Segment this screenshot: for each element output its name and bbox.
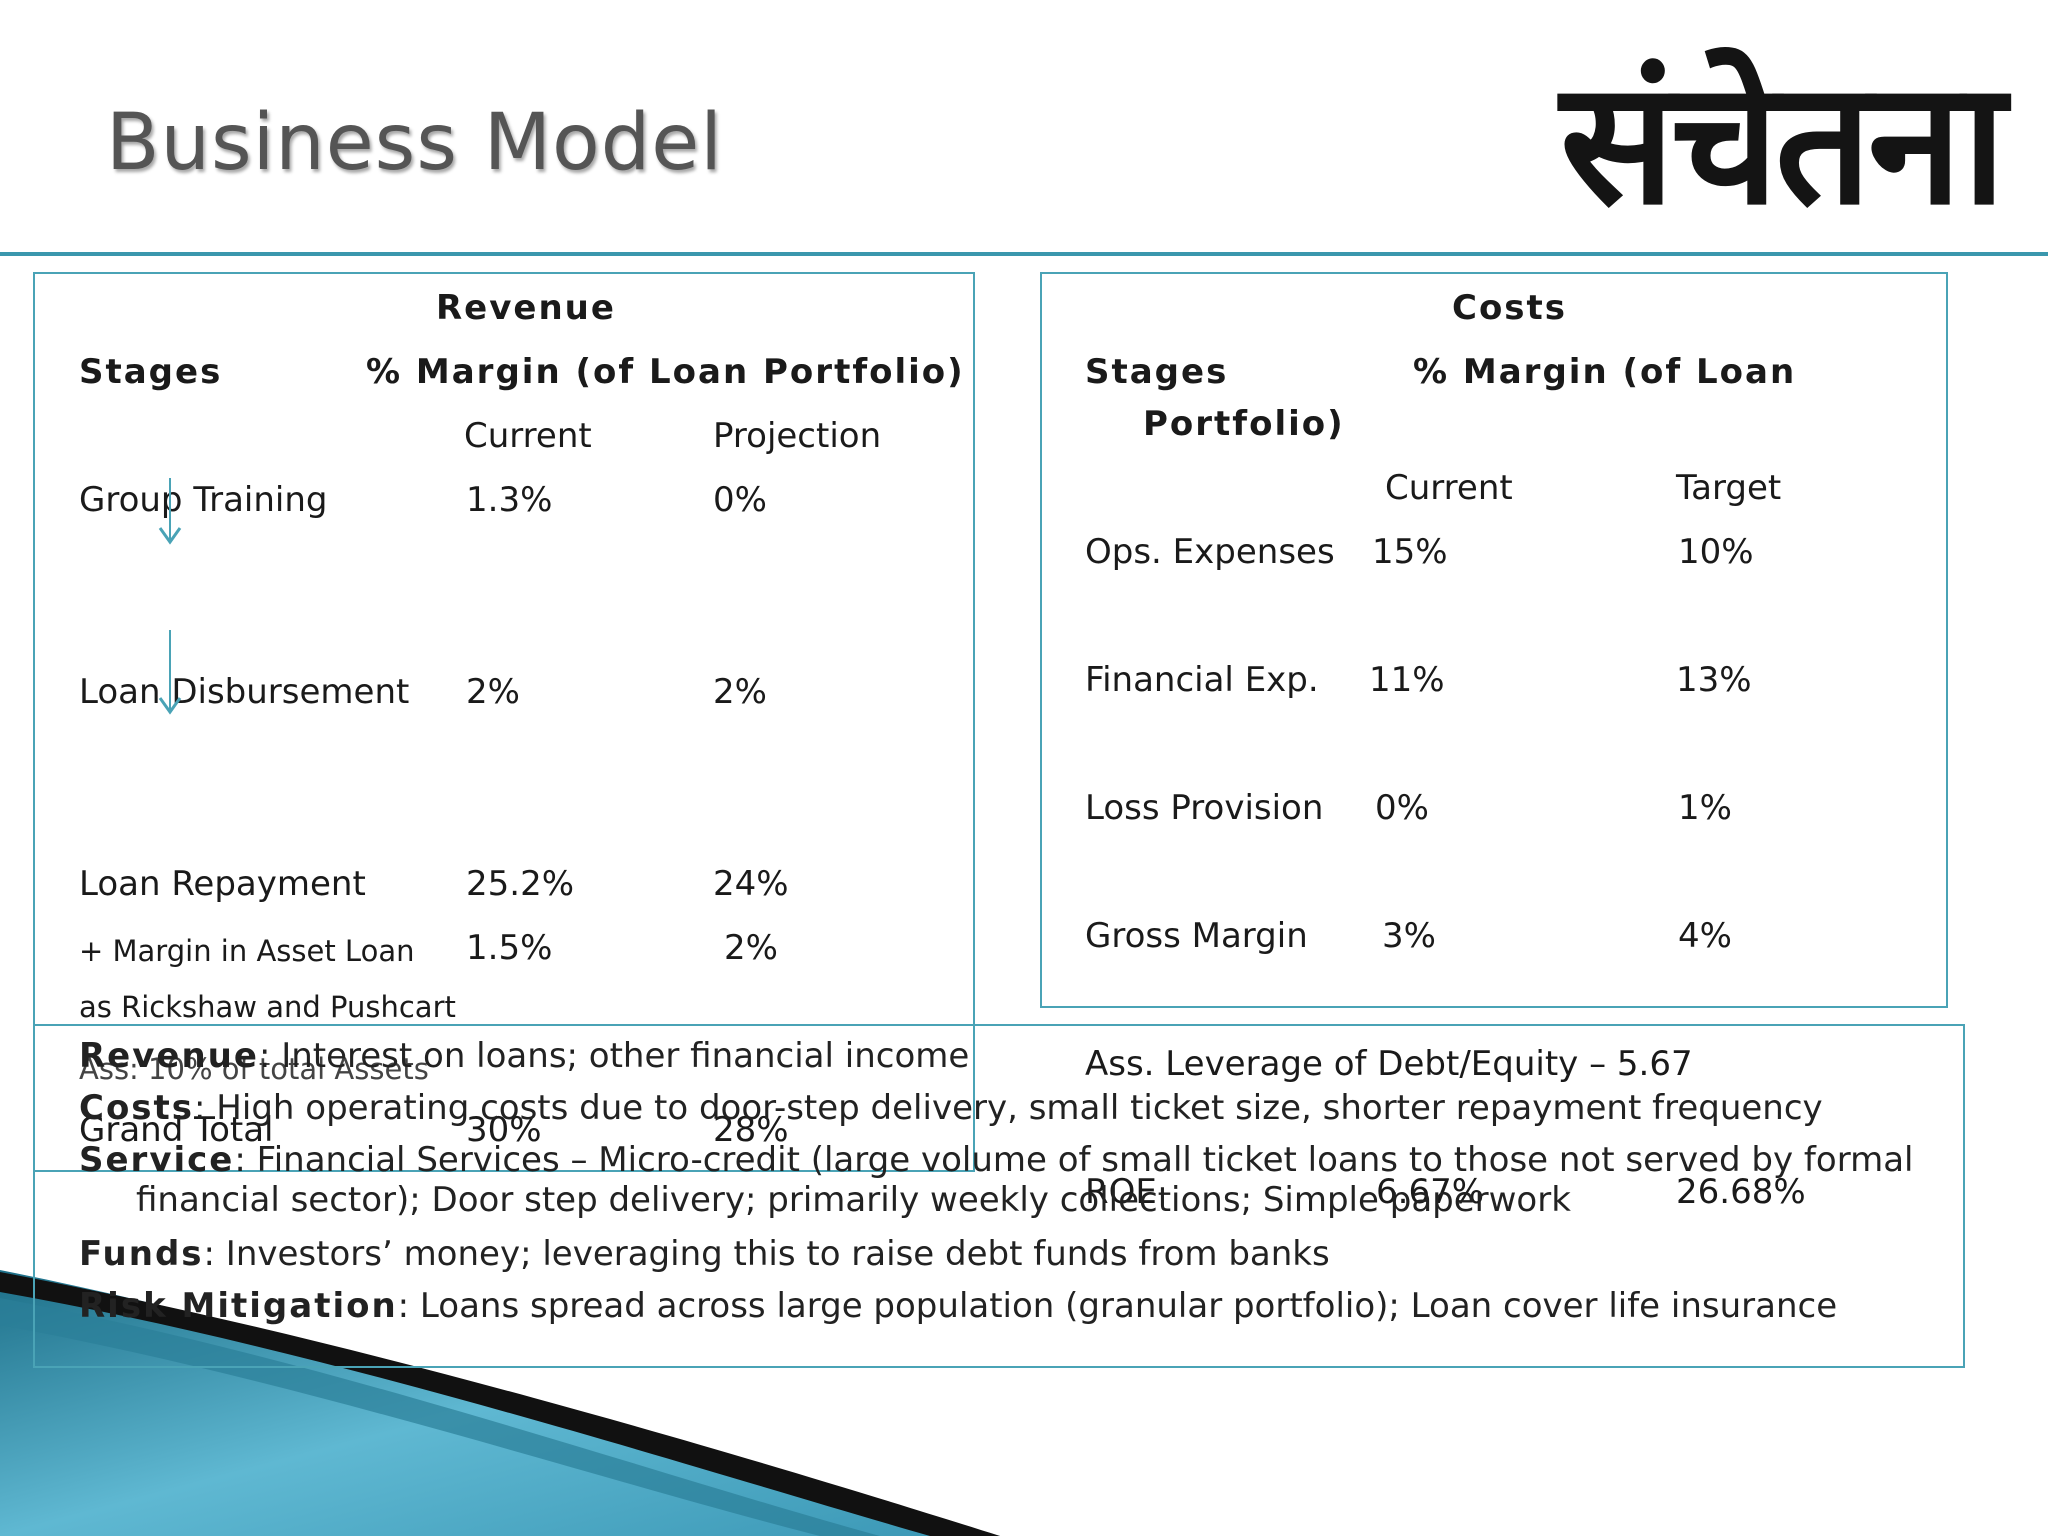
costs-margin-label-cont: Portfolio) [1143, 404, 1345, 444]
summary-funds-text: : Investors’ money; leveraging this to r… [203, 1234, 1330, 1274]
decorative-swoosh [0, 1270, 1000, 1536]
revenue-projection-value: 0% [713, 480, 767, 520]
summary-risk-line: Risk Mitigation: Loans spread across lar… [79, 1286, 1837, 1326]
costs-stage-gross-margin: Gross Margin [1085, 916, 1308, 956]
revenue-projection-value: 24% [713, 864, 789, 904]
costs-target-value: 10% [1678, 532, 1754, 572]
revenue-assumption: Ass: 10% of total Assets [79, 1052, 429, 1086]
summary-revenue-label: Revenue [79, 1036, 259, 1076]
leverage-assumption: Ass. Leverage of Debt/Equity – 5.67 [1085, 1044, 1693, 1084]
summary-service-text: : Financial Services – Micro-credit (lar… [234, 1140, 1914, 1180]
costs-stages-label: Stages [1085, 352, 1229, 392]
revenue-heading: Revenue [436, 288, 616, 328]
summary-revenue-line: Revenue: Interest on loans; other financ… [79, 1036, 969, 1076]
arrow-down-icon [158, 630, 182, 715]
brand-logo: संचेतना [1560, 45, 2006, 243]
costs-target-value: 13% [1676, 660, 1752, 700]
costs-target-value: 4% [1678, 916, 1732, 956]
page-title: Business Model [106, 98, 723, 188]
costs-margin-label: % Margin (of Loan [1413, 352, 1797, 392]
revenue-col-projection: Projection [713, 416, 882, 456]
revenue-projection-value: 2% [724, 928, 778, 968]
revenue-current-value: 1.5% [466, 928, 553, 968]
costs-stage-ops-expenses: Ops. Expenses [1085, 532, 1335, 572]
summary-funds-line: Funds: Investors’ money; leveraging this… [79, 1234, 1330, 1274]
costs-panel [1040, 272, 1948, 1008]
costs-col-target: Target [1676, 468, 1782, 508]
summary-service-label: Service [79, 1140, 235, 1180]
summary-service-line: Service: Financial Services – Micro-cred… [79, 1140, 1913, 1180]
revenue-stage-loan-disbursement: Loan Disbursement [79, 672, 410, 712]
costs-heading: Costs [1452, 288, 1568, 328]
grand-total-current: 30% [466, 1110, 542, 1150]
costs-current-value: 15% [1372, 532, 1448, 572]
roe-target: 26.68% [1676, 1172, 1806, 1212]
grand-total-projection: 28% [713, 1110, 789, 1150]
revenue-panel [33, 272, 975, 1172]
revenue-stage-asset-loan: + Margin in Asset Loan [79, 934, 415, 968]
summary-risk-label: Risk Mitigation [79, 1286, 398, 1326]
costs-current-value: 0% [1375, 788, 1429, 828]
summary-costs-text: : High operating costs due to door-step … [194, 1088, 1823, 1128]
revenue-projection-value: 2% [713, 672, 767, 712]
costs-current-value: 3% [1382, 916, 1436, 956]
costs-target-value: 1% [1678, 788, 1732, 828]
summary-costs-label: Costs [79, 1088, 195, 1128]
costs-current-value: 11% [1369, 660, 1445, 700]
revenue-stages-label: Stages [79, 352, 223, 392]
revenue-margin-label: % Margin (of Loan Portfolio) [366, 352, 965, 392]
asset-loan-note: as Rickshaw and Pushcart [79, 990, 456, 1024]
revenue-current-value: 25.2% [466, 864, 575, 904]
summary-service-text-cont: financial sector); Door step delivery; p… [136, 1180, 1571, 1220]
roe-current: 6.67% [1376, 1172, 1485, 1212]
revenue-col-current: Current [464, 416, 592, 456]
revenue-stage-loan-repayment: Loan Repayment [79, 864, 366, 904]
summary-costs-line: Costs: High operating costs due to door-… [79, 1088, 1823, 1128]
header-divider [0, 252, 2048, 256]
summary-revenue-text: : Interest on loans; other financial inc… [258, 1036, 970, 1076]
costs-col-current: Current [1385, 468, 1513, 508]
revenue-current-value: 2% [466, 672, 520, 712]
summary-panel [33, 1024, 1965, 1368]
costs-stage-financial-exp: Financial Exp. [1085, 660, 1319, 700]
arrow-down-icon [158, 478, 182, 545]
revenue-current-value: 1.3% [466, 480, 553, 520]
roe-label: ROE [1085, 1172, 1157, 1212]
grand-total-label: Grand Total [79, 1110, 274, 1150]
revenue-stage-group-training: Group Training [79, 480, 328, 520]
summary-risk-text: : Loans spread across large population (… [397, 1286, 1838, 1326]
summary-funds-label: Funds [79, 1234, 204, 1274]
costs-stage-loss-provision: Loss Provision [1085, 788, 1324, 828]
